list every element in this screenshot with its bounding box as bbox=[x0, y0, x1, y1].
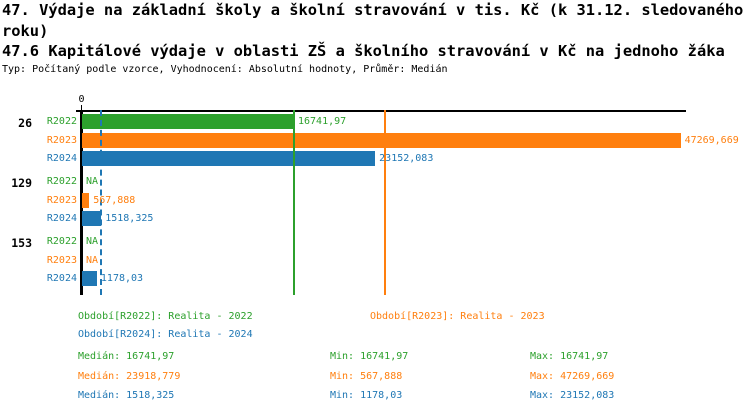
bar-na-label: NA bbox=[86, 176, 99, 187]
bar-129-r2023 bbox=[82, 192, 90, 208]
chart-subtitle: 47.6 Kapitálové výdaje v oblasti ZŠ a šk… bbox=[2, 42, 725, 60]
bar-na-label: NA bbox=[86, 236, 99, 247]
row-label-26-r2023: R2023 bbox=[46, 134, 77, 146]
bar-value-label: 1518,325 bbox=[105, 213, 154, 224]
median-line-r2024 bbox=[100, 110, 103, 295]
row-label-26-r2022: R2022 bbox=[46, 116, 77, 127]
stat-median-r2024: Medián: 1518,325 bbox=[78, 390, 175, 401]
legend-item-r2023: Období[R2023]: Realita - 2023 bbox=[370, 311, 545, 322]
chart-title: 47. Výdaje na základní školy a školní st… bbox=[2, 1, 744, 40]
y-axis-line bbox=[80, 110, 83, 295]
bar-value-label: 567,888 bbox=[93, 194, 136, 206]
group-label-129: 129 bbox=[11, 176, 32, 190]
stat-max-r2023: Max: 47269,669 bbox=[530, 370, 615, 382]
chart-meta-line: Typ: Počítaný podle vzorce, Vyhodnocení:… bbox=[2, 64, 448, 75]
bar-26-r2023 bbox=[82, 132, 681, 148]
bar-value-label: 16741,97 bbox=[298, 116, 347, 127]
legend-item-r2022: Období[R2022]: Realita - 2022 bbox=[78, 311, 253, 322]
row-label-153-r2022: R2022 bbox=[46, 236, 77, 247]
row-label-26-r2024: R2024 bbox=[46, 153, 77, 164]
median-line-r2023 bbox=[383, 110, 386, 295]
row-label-129-r2022: R2022 bbox=[46, 176, 77, 187]
bar-129-r2024 bbox=[82, 211, 102, 226]
row-label-129-r2023: R2023 bbox=[46, 194, 77, 206]
x-axis-zero-tick bbox=[80, 105, 82, 110]
x-axis-line bbox=[76, 110, 686, 112]
row-label-153-r2023: R2023 bbox=[46, 254, 77, 266]
bar-na-label: NA bbox=[86, 254, 99, 266]
stat-min-r2024: Min: 1178,03 bbox=[330, 390, 403, 401]
x-axis-zero-label: 0 bbox=[78, 94, 85, 105]
legend-item-r2024: Období[R2024]: Realita - 2024 bbox=[78, 329, 253, 340]
bar-26-r2024 bbox=[82, 151, 376, 166]
stat-max-r2024: Max: 23152,083 bbox=[530, 390, 615, 401]
bar-value-label: 1178,03 bbox=[100, 273, 144, 284]
stat-max-r2022: Max: 16741,97 bbox=[530, 351, 609, 362]
row-label-153-r2024: R2024 bbox=[46, 273, 77, 284]
stat-median-r2023: Medián: 23918,779 bbox=[78, 370, 181, 382]
stat-median-r2022: Medián: 16741,97 bbox=[78, 351, 175, 362]
stat-min-r2023: Min: 567,888 bbox=[330, 370, 403, 382]
bar-153-r2024 bbox=[82, 271, 97, 286]
bar-26-r2022 bbox=[82, 114, 294, 129]
row-label-129-r2024: R2024 bbox=[46, 213, 77, 224]
group-label-153: 153 bbox=[11, 236, 32, 250]
bar-value-label: 47269,669 bbox=[684, 134, 739, 146]
bar-value-label: 23152,083 bbox=[379, 153, 434, 164]
median-line-r2022 bbox=[293, 110, 295, 295]
group-label-26: 26 bbox=[18, 116, 32, 130]
stat-min-r2022: Min: 16741,97 bbox=[330, 351, 409, 362]
